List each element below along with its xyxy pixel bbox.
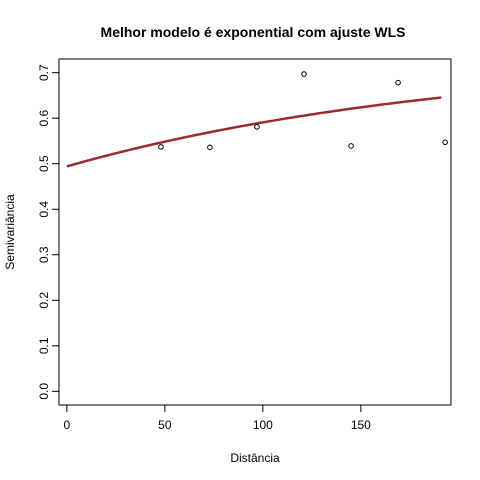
data-point: [158, 144, 164, 150]
y-axis: 0.0 0.1 0.2 0.3 0.4 0.5 0.6 0.7: [37, 64, 60, 400]
fitted-model-curve: [66, 96, 442, 168]
x-tick-label: 100: [253, 418, 273, 432]
y-tick-label: 0.1: [37, 337, 51, 354]
y-tick-label: 0.3: [37, 246, 51, 263]
data-point: [254, 124, 260, 130]
y-tick-label: 0.2: [37, 292, 51, 309]
data-point: [301, 71, 307, 77]
data-point: [442, 139, 448, 146]
data-point: [348, 143, 354, 149]
y-tick-label: 0.4: [37, 201, 51, 218]
data-point: [395, 79, 401, 86]
y-tick-label: 0.7: [37, 64, 51, 81]
y-tick-label: 0.0: [37, 383, 51, 400]
chart-title: Melhor modelo é exponential com ajuste W…: [101, 24, 406, 40]
y-tick-label: 0.6: [37, 110, 51, 127]
x-tick-label: 150: [351, 418, 371, 432]
x-axis-label: Distância: [230, 451, 280, 465]
x-tick-label: 0: [63, 418, 70, 432]
y-tick-label: 0.5: [37, 155, 51, 172]
plot-frame: [58, 58, 452, 406]
x-axis: 0 50 100 150: [63, 404, 371, 432]
y-axis-label: Semivariância: [3, 194, 17, 270]
data-point: [207, 144, 213, 151]
x-tick-label: 50: [158, 418, 172, 432]
data-points: [158, 71, 448, 151]
